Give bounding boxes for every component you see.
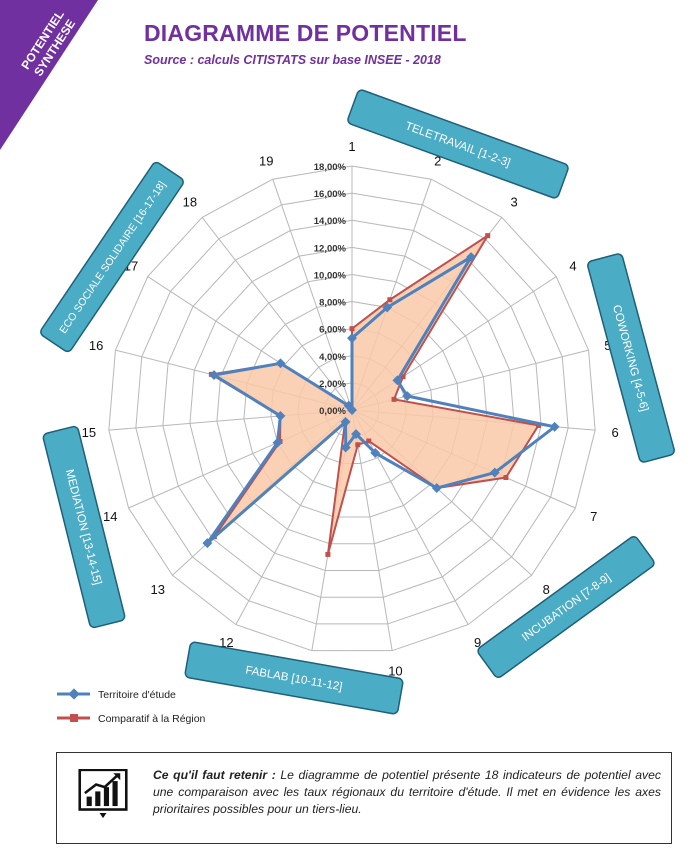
banner-coworking: COWORKING [4-5-6] — [587, 253, 675, 463]
tick-label: 8,00% — [319, 298, 346, 309]
territory-point — [466, 252, 477, 262]
category-label: 3 — [511, 195, 518, 210]
territory-point — [275, 358, 286, 369]
category-label: 2 — [434, 153, 441, 168]
radar-series — [202, 233, 560, 557]
territory-point — [209, 370, 219, 381]
region-point — [349, 326, 355, 332]
tick-labels: 0,00% 2,00% 4,00% 6,00% 8,00% 10,00% 12,00% 14,… — [314, 162, 347, 417]
category-label: 18 — [183, 195, 197, 210]
tick-label: 2,00% — [319, 379, 346, 390]
tick-label: 4,00% — [319, 352, 346, 363]
category-label: 4 — [569, 259, 576, 274]
page-subtitle: Source : calculs CITISTATS sur base INSE… — [144, 53, 441, 67]
banner-eco-sociale: ECO SOCIALE SOLIDAIRE [16-17-18] — [40, 161, 184, 353]
category-label: 10 — [388, 663, 402, 678]
info-box: Ce qu'il faut retenir : Le diagramme de … — [56, 752, 672, 844]
territory-point — [431, 483, 442, 493]
legend-region-label: Comparatif à la Région — [98, 713, 206, 725]
region-point — [391, 396, 397, 402]
territory-point — [275, 410, 286, 421]
tick-label: 6,00% — [319, 325, 346, 336]
grid-spoke — [351, 409, 469, 625]
banner-mediation: MEDIATION [13-14-15] — [42, 425, 126, 629]
tick-label: 16,00% — [314, 189, 347, 200]
legend-territory-marker — [68, 688, 80, 700]
info-body: Le diagramme de potentiel présente 18 in… — [153, 768, 661, 816]
territory-point — [382, 302, 393, 313]
grid-spoke — [272, 179, 353, 411]
territory-point — [489, 467, 500, 478]
region-point — [400, 374, 406, 380]
tick-label: 0,00% — [319, 406, 346, 417]
region-point — [485, 233, 491, 239]
territory-point — [402, 391, 413, 401]
region-point — [535, 422, 541, 428]
region-point — [503, 475, 509, 481]
category-label: 8 — [543, 582, 550, 597]
legend-territory-label: Territoire d'étude — [98, 689, 176, 701]
category-label: 15 — [82, 425, 96, 440]
category-label: 13 — [151, 582, 165, 597]
category-label: 9 — [474, 635, 481, 650]
territory-point — [347, 333, 357, 344]
page-title: DIAGRAMME DE POTENTIEL — [144, 20, 467, 46]
grid-ring — [243, 301, 461, 518]
grid-spoke — [235, 409, 353, 625]
category-label: 5 — [604, 338, 611, 353]
tick-label: 14,00% — [314, 216, 347, 227]
banner-incubation: INCUBATION [7-8-9] — [477, 536, 655, 678]
region-point — [366, 438, 372, 444]
territory-point — [370, 447, 381, 458]
territory-point — [347, 405, 357, 415]
category-label: 6 — [611, 425, 618, 440]
grid-ring — [189, 246, 515, 571]
grid-ring — [135, 192, 569, 625]
territory-point — [351, 429, 361, 440]
grid-spoke — [201, 217, 353, 411]
category-label: 7 — [590, 509, 597, 524]
territory-point — [340, 442, 351, 453]
territory-point — [340, 416, 351, 427]
territory-point — [549, 421, 560, 432]
territory-point — [272, 437, 283, 448]
category-label: 19 — [259, 153, 273, 168]
grid-ring — [216, 273, 488, 545]
category-label: 16 — [89, 338, 103, 353]
territory-point — [392, 375, 403, 386]
category-label: 1 — [348, 139, 355, 154]
banner-eco-sociale-label: ECO SOCIALE SOLIDAIRE [16-17-18] — [57, 179, 168, 336]
grid-ring — [108, 165, 596, 652]
grid-ring — [162, 219, 542, 598]
region-point — [387, 297, 393, 303]
tick-label: 10,00% — [314, 270, 347, 281]
tick-label: 12,00% — [314, 243, 347, 254]
info-heading: Ce qu'il faut retenir : — [153, 768, 276, 782]
region-point — [355, 442, 361, 448]
grid-spoke — [351, 409, 393, 651]
legend-region-marker — [70, 714, 78, 722]
banner-teletravail: TELETRAVAIL [1-2-3] — [347, 89, 569, 199]
info-text: Ce qu'il faut retenir : Le diagramme de … — [153, 767, 661, 818]
territory-point — [202, 538, 213, 549]
banner-fablab: FABLAB [10-11-12] — [184, 641, 404, 715]
legend: Territoire d'étude Comparatif à la Régio… — [57, 688, 206, 725]
region-point — [325, 551, 331, 557]
chart-growth-icon — [78, 769, 128, 819]
category-label: 14 — [103, 509, 117, 524]
tick-label: 18,00% — [314, 162, 347, 173]
